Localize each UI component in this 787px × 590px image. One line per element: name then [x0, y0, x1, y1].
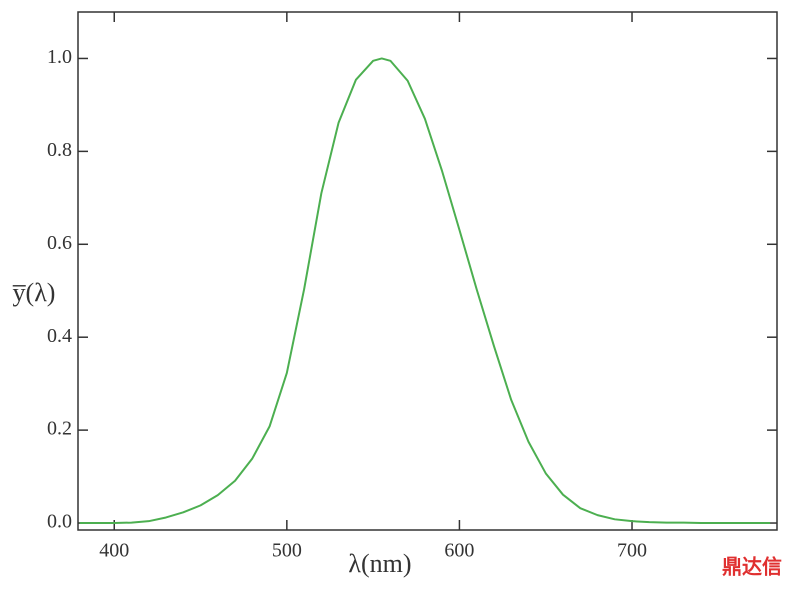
y-tick-label: 0.4: [47, 325, 72, 347]
y-tick-label: 0.2: [47, 418, 72, 440]
x-tick-label: 500: [272, 540, 302, 562]
watermark: 鼎达信: [722, 555, 782, 579]
x-tick-label: 600: [444, 540, 474, 562]
x-axis-label: λ(nm): [348, 549, 411, 578]
line-series: [79, 57, 771, 525]
x-tick-label: 700: [617, 540, 647, 562]
y-axis-label: y̅(λ): [12, 278, 55, 307]
plot-frame: [77, 11, 778, 531]
y-tick-label: 1.0: [47, 46, 72, 68]
x-tick-label: 400: [99, 540, 129, 562]
y-tick-label: 0.8: [47, 139, 72, 161]
y-tick-label: 0.6: [47, 232, 72, 254]
y-tick-label: 0.0: [47, 511, 72, 533]
